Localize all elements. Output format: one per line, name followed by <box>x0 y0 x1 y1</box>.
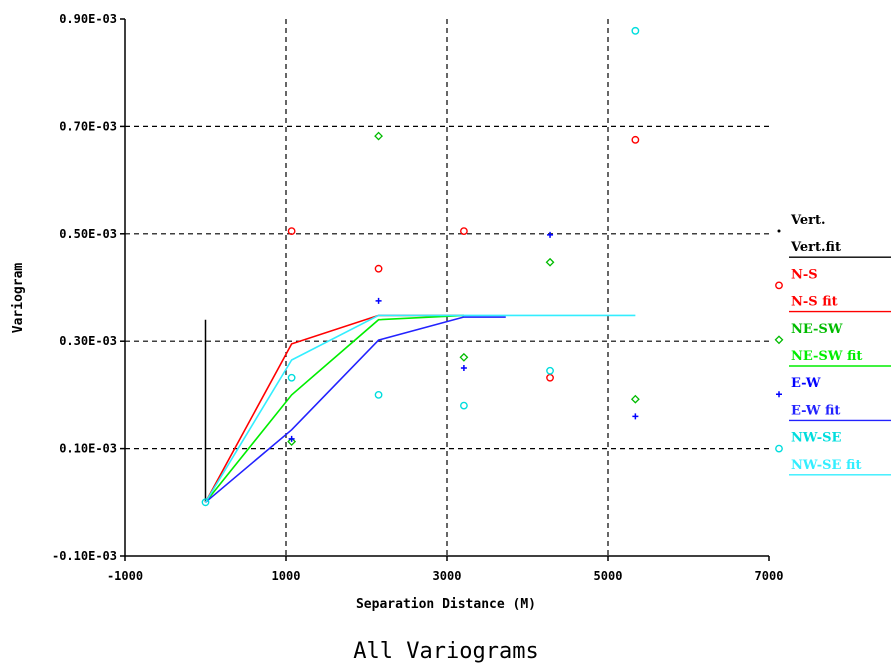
y-tick-label: 0.30E-03 <box>59 334 117 348</box>
data-point-ne-sw <box>545 257 555 267</box>
data-point-e-w <box>460 365 467 372</box>
legend-label-nw-se: NW-SE <box>791 431 842 446</box>
x-tick-label: 1000 <box>272 569 301 583</box>
fit-line-ne-sw-fit <box>204 314 464 503</box>
fit-line-n-s-fit <box>204 314 464 503</box>
x-axis-label: Separation Distance (M) <box>356 597 536 612</box>
data-point-ne-sw <box>459 352 469 362</box>
x-tick-label: 7000 <box>755 569 784 583</box>
legend-marker-vert- <box>777 229 781 233</box>
legend-marker-e-w <box>776 391 782 398</box>
data-point-e-w <box>375 297 382 304</box>
legend: Vert. Vert.fit N-S N-S fit NE-SW NE-SW fit E-W… <box>774 213 891 476</box>
y-tick-label: 0.70E-03 <box>59 119 117 133</box>
data-point-nw-se <box>460 401 468 410</box>
x-tick-label: 3000 <box>433 569 462 583</box>
axes <box>120 18 770 561</box>
data-point-nw-se <box>546 366 554 375</box>
legend-label-ne-sw: NE-SW <box>791 322 843 337</box>
data-point-n-s <box>287 227 296 236</box>
legend-marker-ne-sw <box>774 335 784 345</box>
legend-label-e-w-fit: E-W fit <box>791 403 840 418</box>
data-point-ne-sw <box>374 131 383 141</box>
legend-label-vert-: Vert. <box>790 213 826 228</box>
y-tick-label: -0.10E-03 <box>52 549 117 563</box>
data-point-e-w <box>288 435 295 442</box>
legend-label-n-s-fit: N-S fit <box>791 295 838 310</box>
series-layer <box>201 26 640 507</box>
data-point-nw-se <box>631 26 640 35</box>
data-point-e-w <box>547 231 554 238</box>
legend-label-ne-sw-fit: NE-SW fit <box>791 349 862 364</box>
x-tick-label: 5000 <box>594 569 623 583</box>
data-point-n-s <box>460 227 468 236</box>
legend-label-n-s: N-S <box>791 267 818 282</box>
y-tick-label: 0.90E-03 <box>59 12 117 26</box>
legend-marker-n-s <box>775 281 783 290</box>
y-tick-label: 0.50E-03 <box>59 227 117 241</box>
data-point-nw-se <box>287 373 296 382</box>
data-point-nw-se <box>201 498 210 507</box>
x-tick-labels: -1000 1000 3000 5000 7000 <box>107 569 784 583</box>
legend-label-nw-se-fit: NW-SE fit <box>791 458 861 473</box>
y-tick-label: 0.10E-03 <box>59 442 117 456</box>
data-point-n-s <box>546 373 554 382</box>
data-point-ne-sw <box>287 437 297 447</box>
y-axis-label: Variogram <box>11 263 26 334</box>
y-tick-labels: -0.10E-03 0.10E-03 0.30E-03 0.50E-03 0.70E-0… <box>52 12 117 563</box>
data-point-e-w <box>632 413 639 420</box>
chart-title: All Variograms <box>353 639 538 664</box>
data-point-n-s <box>631 135 640 144</box>
data-point-n-s <box>374 264 383 273</box>
fit-line-e-w-fit <box>204 316 506 503</box>
fit-line-nw-se-fit <box>204 314 636 503</box>
legend-label-vert-fit: Vert.fit <box>790 240 841 255</box>
x-tick-label: -1000 <box>107 569 143 583</box>
legend-marker-nw-se <box>775 444 783 453</box>
data-point-ne-sw <box>630 394 640 404</box>
legend-label-e-w: E-W <box>791 376 821 391</box>
data-point-nw-se <box>374 390 383 399</box>
